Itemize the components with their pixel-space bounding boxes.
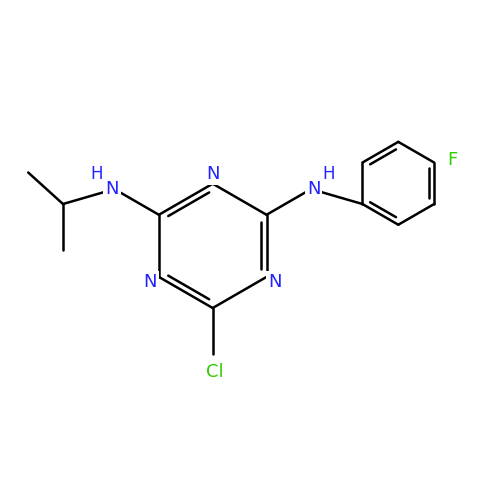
Text: N: N [268, 273, 282, 291]
Text: Cl: Cl [206, 363, 224, 381]
Text: H: H [90, 165, 103, 183]
Text: H: H [322, 165, 334, 183]
Text: N: N [206, 165, 220, 183]
Text: N: N [307, 180, 320, 198]
Text: F: F [448, 151, 458, 169]
Text: N: N [105, 180, 118, 198]
Text: N: N [144, 273, 157, 291]
